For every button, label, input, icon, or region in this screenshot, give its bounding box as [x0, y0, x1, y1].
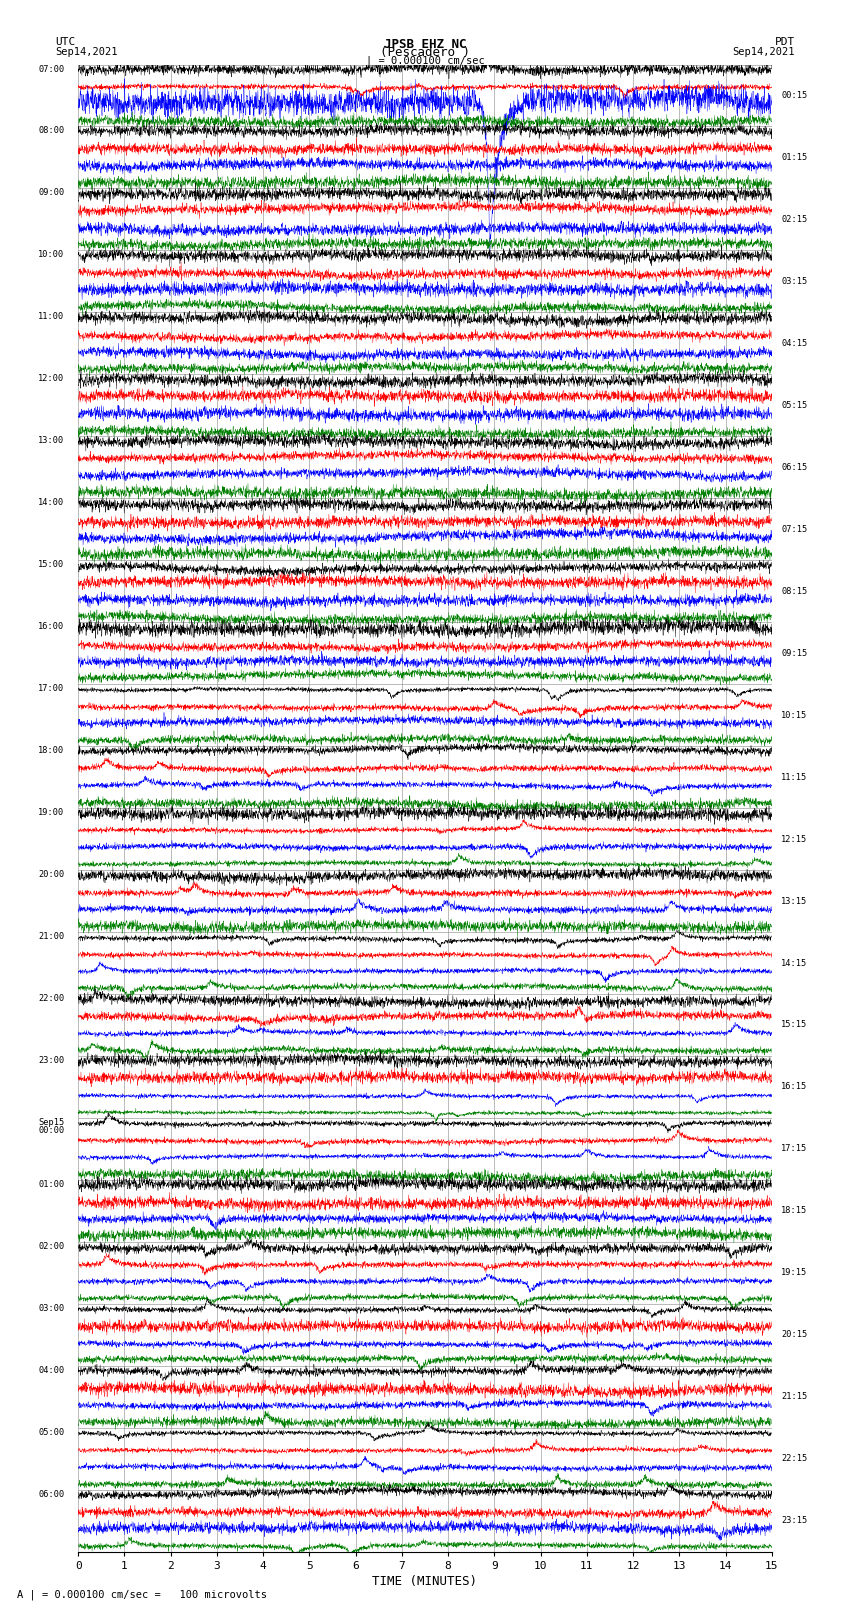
Text: 21:00: 21:00 — [38, 932, 65, 940]
Text: 17:00: 17:00 — [38, 684, 65, 694]
Text: A | = 0.000100 cm/sec =   100 microvolts: A | = 0.000100 cm/sec = 100 microvolts — [17, 1589, 267, 1600]
Text: 16:00: 16:00 — [38, 623, 65, 631]
Text: Sep14,2021: Sep14,2021 — [55, 47, 118, 56]
Text: 08:15: 08:15 — [781, 587, 807, 595]
X-axis label: TIME (MINUTES): TIME (MINUTES) — [372, 1574, 478, 1587]
Text: 10:15: 10:15 — [781, 711, 807, 719]
Text: 19:15: 19:15 — [781, 1268, 807, 1277]
Text: 15:00: 15:00 — [38, 560, 65, 569]
Text: 23:15: 23:15 — [781, 1516, 807, 1526]
Text: 20:15: 20:15 — [781, 1331, 807, 1339]
Text: 14:00: 14:00 — [38, 498, 65, 506]
Text: 14:15: 14:15 — [781, 958, 807, 968]
Text: 00:15: 00:15 — [781, 90, 807, 100]
Text: 15:15: 15:15 — [781, 1021, 807, 1029]
Text: 22:15: 22:15 — [781, 1455, 807, 1463]
Text: 12:15: 12:15 — [781, 834, 807, 844]
Text: 02:00: 02:00 — [38, 1242, 65, 1250]
Text: Sep15
00:00: Sep15 00:00 — [38, 1118, 65, 1136]
Text: 16:15: 16:15 — [781, 1082, 807, 1092]
Text: 06:15: 06:15 — [781, 463, 807, 471]
Text: 17:15: 17:15 — [781, 1145, 807, 1153]
Text: 07:15: 07:15 — [781, 524, 807, 534]
Text: 04:15: 04:15 — [781, 339, 807, 348]
Text: 05:15: 05:15 — [781, 402, 807, 410]
Text: 20:00: 20:00 — [38, 869, 65, 879]
Text: 19:00: 19:00 — [38, 808, 65, 818]
Text: 13:00: 13:00 — [38, 436, 65, 445]
Text: PDT: PDT — [774, 37, 795, 47]
Text: 11:15: 11:15 — [781, 773, 807, 782]
Text: (Pescadero ): (Pescadero ) — [380, 47, 470, 60]
Text: 21:15: 21:15 — [781, 1392, 807, 1402]
Text: 04:00: 04:00 — [38, 1366, 65, 1374]
Text: 07:00: 07:00 — [38, 65, 65, 74]
Text: 08:00: 08:00 — [38, 126, 65, 135]
Text: 12:00: 12:00 — [38, 374, 65, 384]
Text: 09:15: 09:15 — [781, 648, 807, 658]
Text: 03:15: 03:15 — [781, 277, 807, 286]
Text: UTC: UTC — [55, 37, 76, 47]
Text: 05:00: 05:00 — [38, 1428, 65, 1437]
Text: 22:00: 22:00 — [38, 994, 65, 1003]
Text: 18:00: 18:00 — [38, 747, 65, 755]
Text: | = 0.000100 cm/sec: | = 0.000100 cm/sec — [366, 56, 484, 66]
Text: Sep14,2021: Sep14,2021 — [732, 47, 795, 56]
Text: 13:15: 13:15 — [781, 897, 807, 905]
Text: 10:00: 10:00 — [38, 250, 65, 260]
Text: 02:15: 02:15 — [781, 215, 807, 224]
Text: 06:00: 06:00 — [38, 1490, 65, 1498]
Text: 01:00: 01:00 — [38, 1181, 65, 1189]
Text: 01:15: 01:15 — [781, 153, 807, 161]
Text: 23:00: 23:00 — [38, 1057, 65, 1065]
Text: 18:15: 18:15 — [781, 1207, 807, 1215]
Text: 09:00: 09:00 — [38, 189, 65, 197]
Text: 11:00: 11:00 — [38, 313, 65, 321]
Text: JPSB EHZ NC: JPSB EHZ NC — [383, 37, 467, 52]
Text: 03:00: 03:00 — [38, 1303, 65, 1313]
